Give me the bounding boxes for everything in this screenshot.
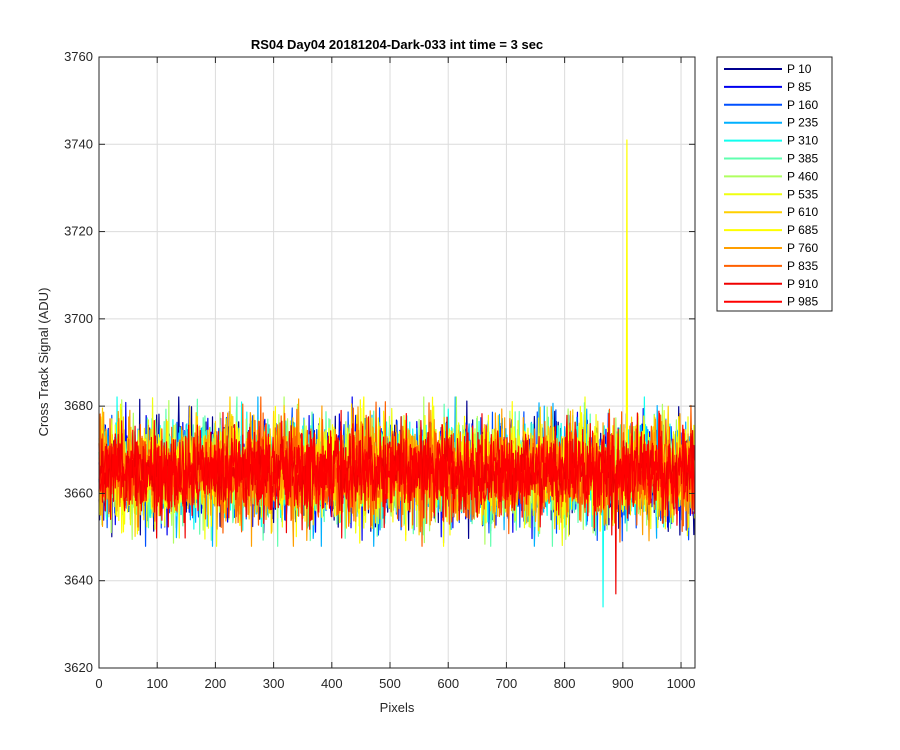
y-tick-label: 3680 <box>64 398 93 413</box>
y-tick-label: 3720 <box>64 224 93 239</box>
x-tick-label: 400 <box>321 676 343 691</box>
legend-label: P 460 <box>787 169 818 183</box>
legend-label: P 385 <box>787 152 818 166</box>
legend-label: P 535 <box>787 187 818 201</box>
legend-item: P 985 <box>724 295 818 309</box>
chart-title: RS04 Day04 20181204-Dark-033 int time = … <box>251 37 543 52</box>
legend-item: P 385 <box>724 152 818 166</box>
grid-lines <box>99 57 695 668</box>
x-tick-label: 900 <box>612 676 634 691</box>
axis-ticks: 0 100 200 300 400 500 600 700 800 900 1000 3620 3640… <box>64 49 695 691</box>
legend-item: P 535 <box>724 187 818 201</box>
legend-label: P 310 <box>787 134 818 148</box>
x-tick-label: 700 <box>496 676 518 691</box>
legend-label: P 610 <box>787 205 818 219</box>
plot-frame <box>98 56 696 669</box>
legend-item: P 460 <box>724 169 818 183</box>
x-axis-label: Pixels <box>380 700 415 715</box>
legend-item: P 685 <box>724 223 818 237</box>
x-tick-label: 800 <box>554 676 576 691</box>
y-tick-label: 3760 <box>64 49 93 64</box>
legend-label: P 985 <box>787 295 818 309</box>
y-tick-label: 3740 <box>64 136 93 151</box>
x-tick-label: 500 <box>379 676 401 691</box>
legend-label: P 235 <box>787 116 818 130</box>
legend-label: P 910 <box>787 277 818 291</box>
x-tick-label: 600 <box>437 676 459 691</box>
legend-label: P 10 <box>787 62 812 76</box>
legend: P 10 P 85 P 160 P 235 P 310 P 385 P 460 P 535 P … <box>716 56 833 312</box>
legend-item: P 310 <box>724 134 818 148</box>
legend-item: P 160 <box>724 98 818 112</box>
legend-label: P 685 <box>787 223 818 237</box>
x-tick-label: 100 <box>146 676 168 691</box>
y-tick-label: 3700 <box>64 311 93 326</box>
y-tick-label: 3660 <box>64 485 93 500</box>
legend-item: P 235 <box>724 116 818 130</box>
legend-item: P 835 <box>724 259 818 273</box>
legend-item: P 910 <box>724 277 818 291</box>
x-tick-label: 300 <box>263 676 285 691</box>
legend-box <box>716 56 833 312</box>
legend-label: P 760 <box>787 241 818 255</box>
legend-item: P 760 <box>724 241 818 255</box>
x-tick-label: 0 <box>95 676 102 691</box>
y-axis-label: Cross Track Signal (ADU) <box>36 288 51 437</box>
legend-label: P 835 <box>787 259 818 273</box>
series-lines <box>98 139 696 608</box>
y-tick-label: 3640 <box>64 573 93 588</box>
legend-item: P 610 <box>724 205 818 219</box>
legend-item: P 10 <box>724 62 812 76</box>
y-tick-label: 3620 <box>64 660 93 675</box>
x-tick-label: 200 <box>205 676 227 691</box>
legend-label: P 85 <box>787 80 812 94</box>
legend-label: P 160 <box>787 98 818 112</box>
plot-area <box>99 57 695 668</box>
x-tick-label: 1000 <box>667 676 696 691</box>
legend-item: P 85 <box>724 80 812 94</box>
series-line-p-985 <box>98 412 696 529</box>
